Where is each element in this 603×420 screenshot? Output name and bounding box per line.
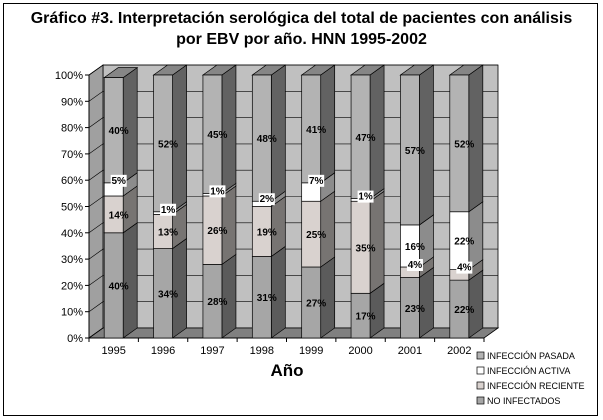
bar-side	[468, 269, 484, 339]
x-tick-label: 1996	[151, 345, 175, 357]
legend-swatch	[476, 366, 485, 375]
data-label: 17%	[356, 312, 376, 323]
data-label: 22%	[454, 237, 474, 248]
data-label: 57%	[405, 146, 425, 157]
floor	[87, 327, 500, 339]
legend-swatch	[476, 396, 485, 405]
bar-side	[468, 64, 484, 213]
data-label: 14%	[109, 210, 129, 221]
data-label-bg	[406, 258, 423, 271]
data-label: 1%	[210, 186, 225, 197]
data-label-bg	[209, 185, 226, 198]
bar-segment	[449, 74, 470, 213]
data-label-bg	[110, 174, 127, 187]
legend-swatch	[476, 351, 485, 360]
data-label: 4%	[457, 263, 472, 274]
chart-title-line1: Gráfico #3. Interpretación serológica de…	[30, 10, 573, 27]
bar-side	[320, 64, 336, 184]
bar-side	[172, 237, 187, 339]
y-tick-label: 60%	[61, 175, 83, 187]
bar-side	[419, 266, 434, 339]
data-label-bg	[160, 203, 177, 216]
data-label: 1%	[161, 205, 176, 216]
data-label: 7%	[309, 176, 324, 187]
bar-side	[270, 245, 286, 339]
bar-side	[221, 185, 237, 266]
data-label: 4%	[408, 260, 423, 271]
y-tick-label: 50%	[61, 202, 83, 214]
y-tick-label: 30%	[61, 254, 83, 266]
legend-label: INFECCIÓN PASADA	[487, 351, 575, 361]
x-tick-label: 1995	[101, 345, 125, 357]
data-label: 25%	[306, 230, 326, 241]
data-label: 26%	[207, 226, 227, 237]
bar-side	[122, 222, 138, 339]
data-label: 52%	[454, 139, 474, 150]
y-tick-label: 90%	[61, 96, 83, 108]
data-label: 34%	[158, 289, 178, 300]
data-label: 52%	[158, 139, 178, 150]
bar-side	[221, 64, 237, 195]
data-label: 5%	[111, 176, 126, 187]
bar-side	[369, 190, 385, 294]
data-label: 41%	[306, 125, 326, 136]
data-label: 19%	[257, 227, 277, 238]
bar-side	[468, 201, 484, 271]
bar-side	[320, 190, 336, 268]
y-tick-label: 0%	[67, 333, 83, 345]
chart-title-line2: por EBV por año. HNN 1995-2002	[176, 31, 427, 48]
data-label-bg	[258, 193, 275, 206]
data-label: 40%	[109, 281, 129, 292]
y-tick-label: 80%	[61, 123, 83, 135]
x-axis-title: Año	[270, 361, 303, 380]
x-tick-label: 2002	[447, 345, 471, 357]
y-tick-label: 70%	[61, 149, 83, 161]
y-tick-label: 100%	[55, 70, 83, 82]
data-label: 1%	[358, 192, 373, 203]
data-label-bg	[456, 261, 473, 274]
data-label: 35%	[356, 243, 376, 254]
bar-segment	[400, 74, 420, 226]
data-label: 40%	[109, 126, 129, 137]
data-label: 28%	[207, 297, 227, 308]
y-tick-label: 20%	[61, 280, 83, 292]
data-label: 13%	[158, 227, 178, 238]
x-tick-label: 1997	[200, 345, 224, 357]
x-tick-label: 1998	[250, 345, 274, 357]
legend-label: INFECCIÓN RECIENTE	[487, 381, 585, 391]
bar-side	[270, 64, 286, 202]
bar-side	[369, 64, 385, 200]
bar-side	[221, 253, 237, 339]
data-label: 2%	[260, 194, 275, 205]
bar-side	[270, 195, 286, 258]
bar-side	[419, 64, 434, 226]
x-tick-label: 2001	[398, 345, 422, 357]
bar-side	[122, 66, 138, 184]
data-label: 31%	[257, 293, 277, 304]
data-label: 22%	[454, 305, 474, 316]
x-tick-label: 1999	[299, 345, 323, 357]
legend-swatch	[476, 381, 485, 390]
data-label: 45%	[207, 130, 227, 141]
data-label-bg	[357, 190, 374, 203]
chart-title: Gráfico #3. Interpretación serológica de…	[0, 8, 603, 50]
legend-label: NO INFECTADOS	[487, 396, 560, 406]
y-tick-label: 10%	[61, 307, 83, 319]
bar-side	[172, 64, 187, 213]
y-tick-label: 40%	[61, 228, 83, 240]
data-label: 27%	[306, 298, 326, 309]
data-label: 48%	[257, 134, 277, 145]
legend-label: INFECCIÓN ACTIVA	[487, 366, 570, 376]
bar-side	[320, 256, 336, 339]
x-tick-label: 2000	[348, 345, 372, 357]
data-label: 23%	[405, 304, 425, 315]
data-label: 16%	[405, 242, 425, 253]
data-label-bg	[308, 174, 325, 187]
data-label: 47%	[356, 133, 376, 144]
